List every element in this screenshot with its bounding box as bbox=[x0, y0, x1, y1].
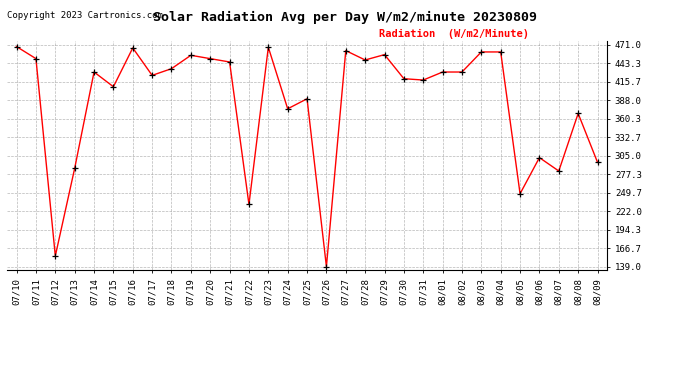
Text: Radiation  (W/m2/Minute): Radiation (W/m2/Minute) bbox=[379, 29, 529, 39]
Text: Solar Radiation Avg per Day W/m2/minute 20230809: Solar Radiation Avg per Day W/m2/minute … bbox=[153, 11, 537, 24]
Text: Copyright 2023 Cartronics.com: Copyright 2023 Cartronics.com bbox=[7, 11, 163, 20]
